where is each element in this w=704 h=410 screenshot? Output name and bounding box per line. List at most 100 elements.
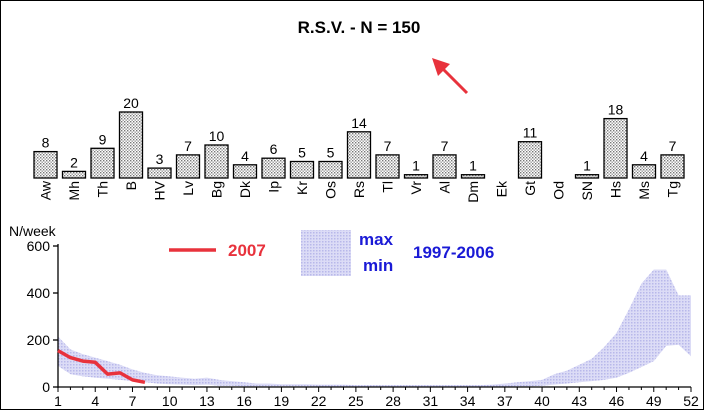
x-tick-label-43: 43 — [572, 393, 588, 409]
x-tick-label-49: 49 — [646, 393, 662, 409]
bar-value-Rs: 14 — [351, 115, 367, 131]
bar-category-Gt: Gt — [522, 181, 538, 196]
bar-value-Dm: 1 — [469, 158, 477, 174]
legend-label-period: 1997-2006 — [413, 243, 494, 262]
bar-Os — [318, 160, 343, 179]
bar-category-Ek: Ek — [494, 180, 510, 197]
bar-value-Mh: 2 — [70, 154, 78, 170]
bar-Al — [432, 154, 457, 179]
bar-SN — [574, 174, 600, 179]
bar-category-Tl: Tl — [380, 181, 396, 193]
x-tick-label-34: 34 — [460, 393, 476, 409]
y-axis-label: N/week — [9, 223, 57, 239]
bar-value-Ip: 6 — [270, 141, 278, 157]
bar-value-Tg: 7 — [669, 138, 677, 154]
bar-value-Th: 9 — [99, 131, 107, 147]
legend-label-min: min — [363, 256, 393, 275]
bar-value-Kr: 5 — [298, 145, 306, 161]
x-tick-label-40: 40 — [534, 393, 550, 409]
bar-HV — [147, 167, 172, 179]
x-tick-label-16: 16 — [236, 393, 252, 409]
bar-Rs — [346, 131, 372, 179]
bar-chart-title: R.S.V. - N = 150 — [298, 18, 421, 37]
bar-category-Aw: Aw — [38, 180, 54, 200]
bar-value-Os: 5 — [327, 145, 335, 161]
bar-value-Lv: 7 — [184, 138, 192, 154]
x-tick-label-28: 28 — [385, 393, 401, 409]
bar-category-SN: SN — [579, 181, 595, 200]
bar-category-HV: HV — [152, 180, 168, 200]
legend-label-2007: 2007 — [228, 241, 266, 260]
y-tick-label-600: 600 — [27, 238, 51, 254]
bar-category-Vr: Vr — [408, 181, 424, 195]
bar-Ip — [261, 157, 286, 179]
x-tick-label-19: 19 — [274, 393, 290, 409]
band-1997-2006 — [58, 269, 691, 387]
bar-category-Dm: Dm — [465, 181, 481, 203]
bar-Lv — [175, 154, 201, 179]
bar-category-Hs: Hs — [608, 181, 624, 198]
bar-value-HV: 3 — [156, 151, 164, 167]
x-tick-label-46: 46 — [609, 393, 625, 409]
bar-value-Ms: 4 — [640, 148, 648, 164]
bar-category-Rs: Rs — [351, 181, 367, 198]
bar-value-Tl: 7 — [384, 138, 392, 154]
bar-Aw — [33, 150, 58, 179]
bar-value-Bg: 10 — [209, 128, 225, 144]
y-tick-label-400: 400 — [27, 285, 51, 301]
arrow-shaft — [439, 65, 469, 95]
bar-Mh — [61, 170, 87, 179]
bar-category-Od: Od — [551, 181, 567, 200]
bar-value-Dk: 4 — [241, 148, 249, 164]
bar-Dk — [232, 164, 258, 179]
y-tick-label-0: 0 — [42, 379, 50, 395]
bar-category-Lv: Lv — [180, 181, 196, 196]
bar-Tl — [375, 154, 400, 179]
bar-category-Th: Th — [95, 181, 111, 197]
x-tick-label-10: 10 — [162, 393, 178, 409]
bar-Gt — [517, 141, 543, 179]
bar-value-Aw: 8 — [42, 135, 50, 151]
x-tick-label-25: 25 — [348, 393, 364, 409]
bar-value-Gt: 11 — [523, 125, 538, 141]
legend-swatch-band — [301, 230, 351, 276]
legend-label-max: max — [359, 230, 394, 249]
bar-value-Vr: 1 — [412, 158, 420, 174]
bar-Kr — [289, 160, 315, 179]
bar-category-Tg: Tg — [665, 181, 681, 197]
y-tick-label-200: 200 — [27, 332, 51, 348]
bar-Tg — [660, 154, 685, 179]
arrow-head — [432, 58, 450, 76]
series-line-2007 — [57, 349, 146, 385]
x-tick-label-1: 1 — [54, 393, 62, 409]
bar-category-Ms: Ms — [636, 181, 652, 200]
bar-Th — [90, 147, 115, 179]
bar-category-Bg: Bg — [209, 181, 225, 198]
x-tick-label-52: 52 — [683, 393, 699, 409]
x-tick-label-22: 22 — [311, 393, 327, 409]
bar-category-Ip: Ip — [266, 181, 282, 193]
bar-value-Al: 7 — [441, 138, 449, 154]
bar-Dm — [460, 174, 486, 179]
x-tick-label-7: 7 — [129, 393, 137, 409]
bar-Vr — [403, 174, 429, 179]
bar-Ms — [631, 164, 657, 179]
bar-category-B: B — [123, 181, 139, 190]
x-tick-label-31: 31 — [423, 393, 439, 409]
bar-category-Os: Os — [323, 181, 339, 199]
x-tick-label-13: 13 — [199, 393, 215, 409]
x-tick-label-4: 4 — [91, 393, 99, 409]
x-tick-label-37: 37 — [497, 393, 513, 409]
bar-category-Kr: Kr — [294, 181, 310, 195]
bar-category-Al: Al — [437, 181, 453, 193]
bar-value-Hs: 18 — [608, 102, 624, 118]
bar-category-Dk: Dk — [237, 180, 253, 198]
bar-value-B: 20 — [123, 95, 139, 111]
bar-category-Mh: Mh — [66, 181, 82, 200]
bar-Bg — [204, 144, 229, 179]
bar-Hs — [603, 117, 628, 179]
bar-value-SN: 1 — [583, 158, 591, 174]
bar-B — [118, 111, 144, 179]
